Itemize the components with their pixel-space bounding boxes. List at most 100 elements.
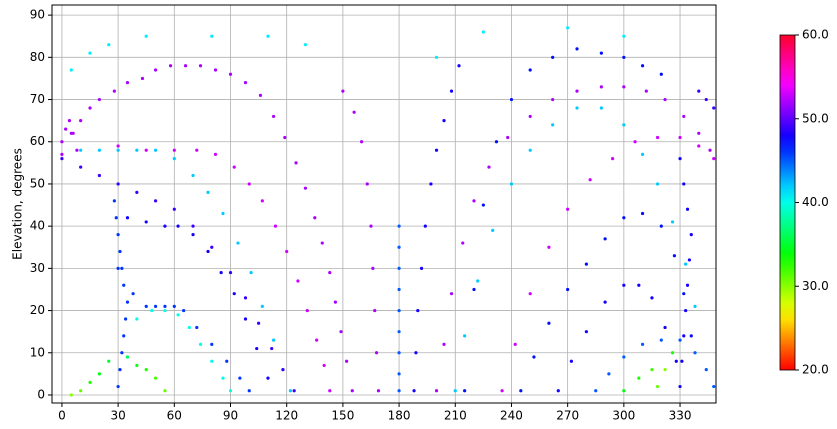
point	[163, 308, 167, 313]
point	[472, 287, 476, 292]
x-tick-label: 30	[110, 409, 125, 423]
point	[122, 334, 126, 338]
point	[247, 182, 251, 186]
point	[463, 334, 467, 338]
point	[176, 313, 180, 317]
x-tick-label: 330	[669, 409, 692, 423]
point	[328, 389, 332, 393]
point	[640, 211, 645, 216]
point	[655, 135, 660, 140]
point	[373, 308, 377, 313]
x-tick-label: 60	[167, 409, 182, 423]
point	[622, 355, 626, 359]
point	[69, 68, 73, 72]
point	[116, 232, 120, 237]
point	[622, 55, 626, 59]
point	[225, 359, 229, 363]
point	[414, 351, 418, 355]
point	[419, 266, 424, 270]
point	[79, 119, 83, 123]
point	[528, 148, 532, 152]
point	[547, 245, 551, 249]
point	[678, 338, 682, 342]
point	[481, 30, 485, 34]
point	[296, 279, 300, 283]
point	[125, 300, 130, 304]
point	[120, 266, 124, 270]
point	[680, 359, 684, 363]
point	[622, 216, 626, 220]
point	[270, 346, 274, 351]
point	[416, 308, 420, 313]
x-tick-label: 240	[500, 409, 523, 423]
point	[472, 199, 476, 203]
point	[163, 389, 167, 393]
point	[118, 368, 122, 372]
point	[320, 241, 324, 245]
point	[172, 207, 176, 211]
point	[434, 148, 439, 152]
point	[659, 338, 663, 342]
point	[352, 110, 356, 114]
point	[569, 359, 573, 363]
point	[341, 89, 345, 93]
point	[125, 81, 130, 85]
point	[243, 81, 248, 85]
point	[722, 132, 725, 135]
point	[365, 182, 369, 186]
point	[532, 355, 536, 359]
point	[97, 148, 101, 152]
colorbar-tick-label: 20.0	[802, 363, 829, 377]
point	[519, 389, 523, 393]
point	[566, 207, 570, 211]
x-tick-label: 90	[223, 409, 238, 423]
point	[369, 224, 373, 228]
point	[182, 308, 186, 313]
point	[712, 157, 716, 161]
point	[687, 258, 692, 262]
point	[303, 43, 308, 47]
point	[153, 304, 158, 308]
point	[195, 325, 199, 330]
point	[689, 232, 693, 237]
point	[116, 266, 120, 270]
point	[60, 140, 64, 144]
point	[423, 224, 427, 228]
point	[219, 270, 223, 275]
x-tick-label: 180	[388, 409, 411, 423]
point	[637, 376, 641, 380]
point	[191, 224, 195, 228]
point	[491, 228, 495, 232]
point	[640, 64, 645, 68]
x-tick-label: 150	[331, 409, 354, 423]
point	[655, 182, 660, 186]
point	[603, 300, 607, 304]
point	[584, 330, 588, 334]
point	[153, 376, 158, 380]
point	[704, 97, 708, 102]
point	[135, 317, 139, 321]
point	[397, 224, 401, 228]
point	[163, 304, 167, 308]
point	[116, 144, 120, 148]
point	[640, 152, 645, 157]
point	[708, 148, 712, 152]
point	[678, 384, 682, 389]
point	[285, 249, 289, 254]
point	[453, 389, 457, 393]
point	[678, 135, 682, 140]
point	[172, 304, 176, 308]
point	[678, 157, 682, 161]
point	[107, 359, 111, 363]
point	[663, 97, 667, 102]
point	[172, 148, 176, 152]
point	[243, 317, 248, 321]
point	[247, 389, 251, 393]
y-tick-label: 80	[30, 50, 45, 64]
point	[232, 292, 236, 296]
point	[663, 368, 667, 372]
point	[622, 85, 626, 89]
point	[213, 68, 218, 72]
point	[124, 317, 128, 321]
point	[622, 389, 626, 393]
